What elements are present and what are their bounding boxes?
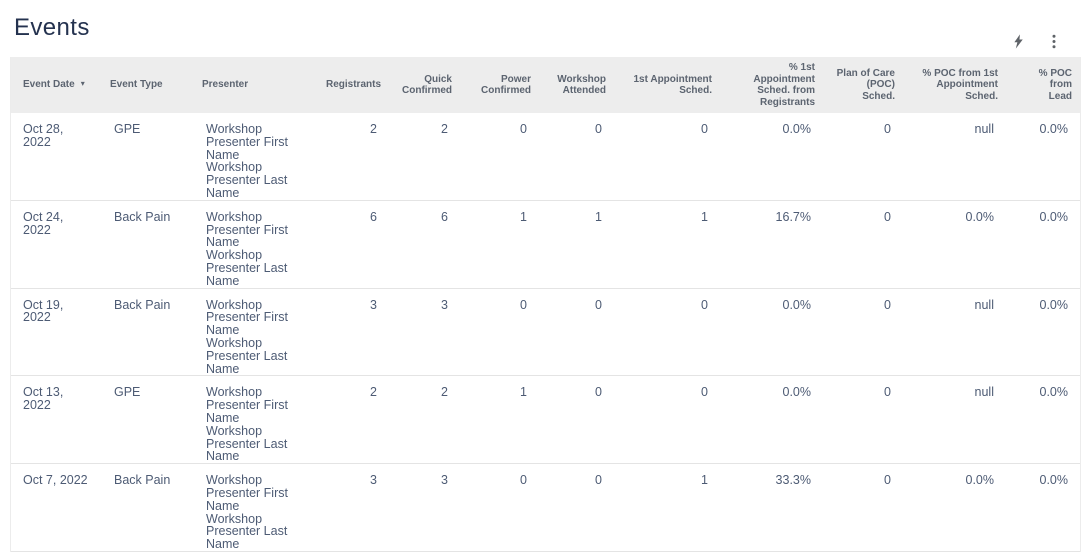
sort-desc-icon: ▾ — [80, 79, 85, 89]
column-header-first-appointment-sched[interactable]: 1st Appointment Sched. — [614, 57, 720, 113]
cell-pct-poc-from-lead: 0.0% — [1006, 463, 1080, 552]
cell-pct-poc-from-lead: 0.0% — [1006, 200, 1080, 289]
cell-event-date: Oct 7, 2022 — [11, 463, 102, 552]
cell-first-appointment-sched: 1 — [614, 463, 720, 552]
cell-event-type: GPE — [102, 113, 194, 201]
cell-power-confirmed: 1 — [460, 200, 539, 289]
column-header-pct-first-appointment-sched-from-registrants[interactable]: % 1st Appointment Sched. from Registrant… — [720, 57, 823, 113]
column-header-label: 1st Appointment Sched. — [633, 73, 712, 97]
cell-power-confirmed: 0 — [460, 463, 539, 552]
cell-workshop-attended: 1 — [539, 200, 614, 289]
cell-workshop-attended: 0 — [539, 463, 614, 552]
column-header-presenter[interactable]: Presenter — [194, 57, 306, 113]
cell-plan-of-care-poc-sched: 0 — [823, 113, 903, 201]
cell-workshop-attended: 0 — [539, 113, 614, 201]
cell-presenter: Workshop Presenter First Name Workshop P… — [194, 463, 306, 552]
column-header-label: Quick Confirmed — [402, 73, 452, 97]
kebab-menu-icon[interactable] — [1043, 30, 1065, 52]
table-row: Oct 24, 2022 Back Pain Workshop Presenter … — [11, 200, 1080, 289]
cell-pct-poc-from-first-appointment-sched: null — [903, 288, 1006, 377]
column-header-label: Presenter — [202, 79, 249, 91]
cell-workshop-attended: 0 — [539, 288, 614, 377]
cell-quick-confirmed: 3 — [389, 463, 460, 552]
cell-quick-confirmed: 2 — [389, 113, 460, 201]
column-header-label: % POC from 1st Appointment Sched. — [922, 67, 998, 102]
column-header-label: Workshop Attended — [557, 73, 606, 97]
cell-event-type: Back Pain — [102, 200, 194, 289]
cell-presenter: Workshop Presenter First Name Workshop P… — [194, 200, 306, 289]
cell-event-type: Back Pain — [102, 463, 194, 552]
cell-quick-confirmed: 2 — [389, 375, 460, 465]
column-header-quick-confirmed[interactable]: Quick Confirmed — [389, 57, 460, 113]
column-header-event-type[interactable]: Event Type — [102, 57, 194, 113]
cell-registrants: 3 — [306, 288, 389, 377]
table-row: Oct 28, 2022 GPE Workshop Presenter First … — [11, 113, 1080, 201]
cell-event-type: Back Pain — [102, 288, 194, 377]
cell-plan-of-care-poc-sched: 0 — [823, 463, 903, 552]
cell-plan-of-care-poc-sched: 0 — [823, 288, 903, 377]
column-header-pct-poc-from-lead[interactable]: % POC from Lead — [1006, 57, 1080, 113]
cell-pct-first-appointment-sched-from-registrants: 0.0% — [720, 113, 823, 201]
cell-pct-first-appointment-sched-from-registrants: 0.0% — [720, 288, 823, 377]
cell-pct-poc-from-first-appointment-sched: 0.0% — [903, 200, 1006, 289]
cell-first-appointment-sched: 0 — [614, 288, 720, 377]
cell-pct-first-appointment-sched-from-registrants: 0.0% — [720, 375, 823, 465]
column-header-label: Power Confirmed — [481, 73, 531, 97]
column-header-plan-of-care-poc-sched[interactable]: Plan of Care (POC) Sched. — [823, 57, 903, 113]
page-title: Events — [14, 14, 90, 41]
cell-power-confirmed: 0 — [460, 113, 539, 201]
column-header-power-confirmed[interactable]: Power Confirmed — [460, 57, 539, 113]
column-header-label: Registrants — [325, 79, 381, 91]
cell-first-appointment-sched: 0 — [614, 375, 720, 465]
column-header-label: % POC from Lead — [1038, 67, 1072, 102]
cell-plan-of-care-poc-sched: 0 — [823, 375, 903, 465]
cell-presenter: Workshop Presenter First Name Workshop P… — [194, 288, 306, 377]
table-row: Oct 7, 2022 Back Pain Workshop Presenter F… — [11, 463, 1080, 552]
table-body: Oct 28, 2022 GPE Workshop Presenter First … — [11, 113, 1080, 552]
cell-registrants: 2 — [306, 113, 389, 201]
cell-event-date: Oct 24, 2022 — [11, 200, 102, 289]
cell-pct-poc-from-lead: 0.0% — [1006, 288, 1080, 377]
cell-pct-poc-from-first-appointment-sched: null — [903, 375, 1006, 465]
cell-pct-poc-from-first-appointment-sched: 0.0% — [903, 463, 1006, 552]
cell-event-date: Oct 13, 2022 — [11, 375, 102, 465]
events-table: Event Date ▾ Event Type Presenter Registrant… — [11, 57, 1080, 552]
cell-first-appointment-sched: 1 — [614, 200, 720, 289]
cell-pct-first-appointment-sched-from-registrants: 33.3% — [720, 463, 823, 552]
cell-registrants: 3 — [306, 463, 389, 552]
cell-first-appointment-sched: 0 — [614, 113, 720, 201]
column-header-workshop-attended[interactable]: Workshop Attended — [539, 57, 614, 113]
cell-power-confirmed: 0 — [460, 288, 539, 377]
cell-pct-poc-from-lead: 0.0% — [1006, 113, 1080, 201]
cell-presenter: Workshop Presenter First Name Workshop P… — [194, 113, 306, 201]
cell-plan-of-care-poc-sched: 0 — [823, 200, 903, 289]
column-header-registrants[interactable]: Registrants — [306, 57, 389, 113]
column-header-pct-poc-from-first-appointment-sched[interactable]: % POC from 1st Appointment Sched. — [903, 57, 1006, 113]
events-table-container: Event Date ▾ Event Type Presenter Registrant… — [10, 57, 1081, 552]
cell-presenter: Workshop Presenter First Name Workshop P… — [194, 375, 306, 465]
cell-event-date: Oct 19, 2022 — [11, 288, 102, 377]
cell-quick-confirmed: 3 — [389, 288, 460, 377]
column-header-event-date[interactable]: Event Date ▾ — [11, 57, 102, 113]
table-row: Oct 13, 2022 GPE Workshop Presenter First … — [11, 375, 1080, 465]
cell-event-type: GPE — [102, 375, 194, 465]
table-row: Oct 19, 2022 Back Pain Workshop Presenter … — [11, 288, 1080, 377]
cell-event-date: Oct 28, 2022 — [11, 113, 102, 201]
cell-registrants: 2 — [306, 375, 389, 465]
column-header-label: Plan of Care (POC) Sched. — [836, 67, 895, 102]
cell-pct-first-appointment-sched-from-registrants: 16.7% — [720, 200, 823, 289]
lightning-bolt-icon[interactable] — [1007, 30, 1029, 52]
column-header-label: Event Type — [110, 79, 163, 91]
toolbar — [1007, 30, 1065, 52]
cell-pct-poc-from-first-appointment-sched: null — [903, 113, 1006, 201]
cell-pct-poc-from-lead: 0.0% — [1006, 375, 1080, 465]
column-header-label: % 1st Appointment Sched. from Registrant… — [753, 62, 815, 108]
cell-workshop-attended: 0 — [539, 375, 614, 465]
cell-power-confirmed: 1 — [460, 375, 539, 465]
column-header-label: Event Date — [23, 79, 75, 91]
cell-quick-confirmed: 6 — [389, 200, 460, 289]
cell-registrants: 6 — [306, 200, 389, 289]
table-header-row: Event Date ▾ Event Type Presenter Registrant… — [11, 57, 1080, 113]
